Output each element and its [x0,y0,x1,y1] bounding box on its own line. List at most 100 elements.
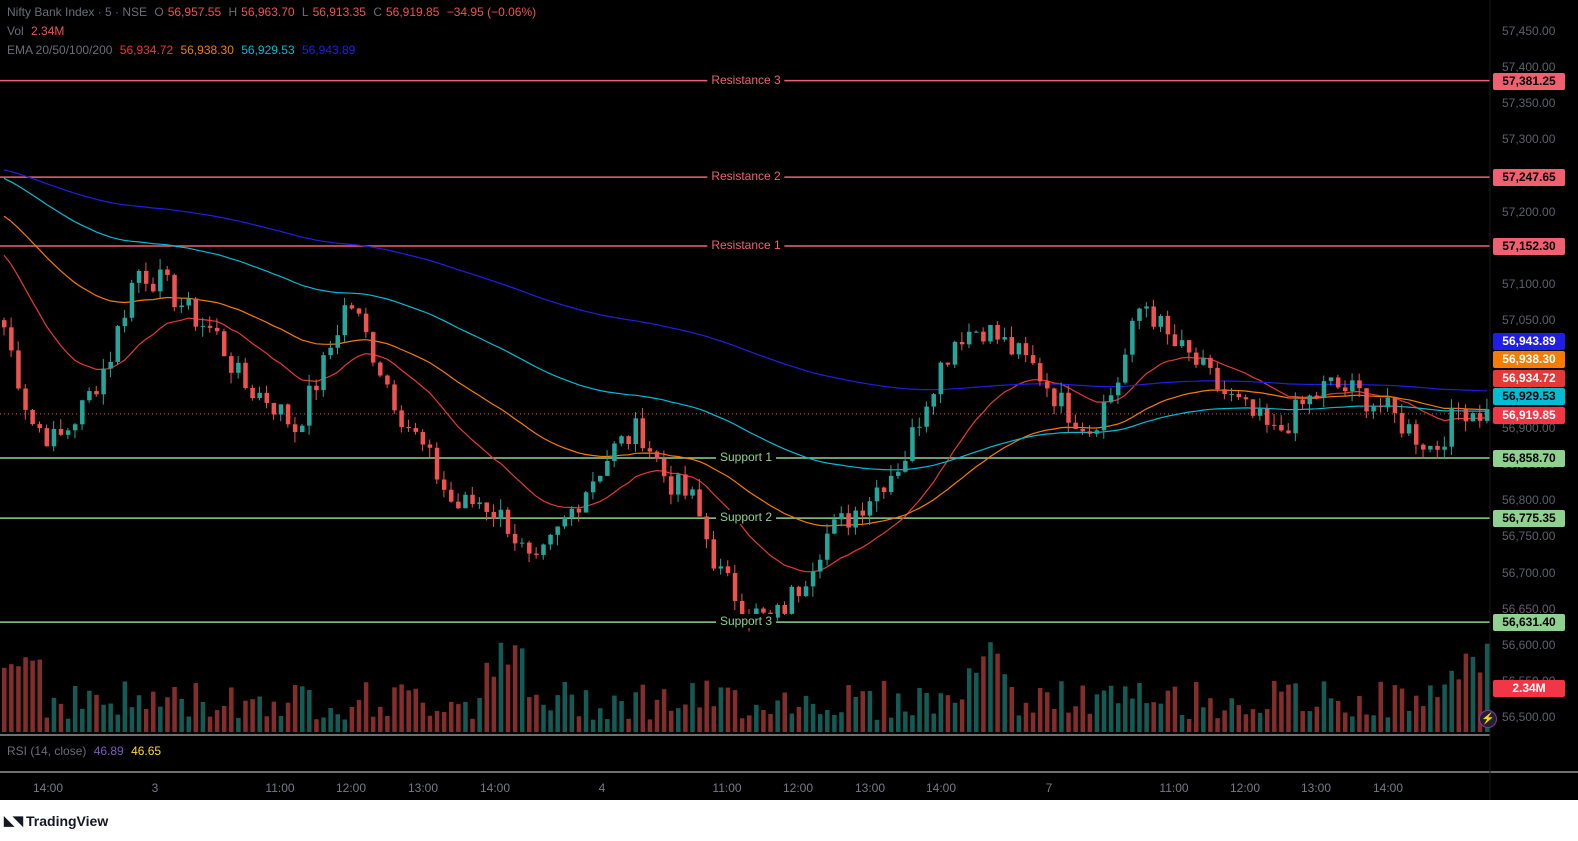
candle-body [1052,388,1057,407]
time-axis-label: 14:00 [32,781,64,795]
volume-bar [668,710,674,732]
candle-body [449,489,454,502]
rsi-legend[interactable]: RSI (14, close) 46.89 46.65 [7,744,165,758]
candle-body [924,406,929,427]
candle-body [1208,357,1213,368]
volume-bar [1073,706,1078,732]
volume-bar [115,714,121,732]
candle-body [1186,340,1192,353]
price-axis-label: 57,050.00 [1502,312,1556,327]
candle-body [37,424,42,429]
candle-body [207,325,213,328]
candle-body [179,305,184,308]
volume-bar [1108,685,1114,732]
candle-body [51,428,57,447]
candle-body [257,392,262,399]
volume-bar [810,703,816,732]
ema-legend[interactable]: EMA 20/50/100/200 56,934.72 56,938.30 56… [7,43,359,57]
candle-body [555,526,560,535]
volume-bar [1194,681,1199,732]
volume-bar [484,662,489,732]
level-price-tag: 56,631.40 [1493,614,1565,632]
level-label: Resistance 3 [707,72,785,87]
candle-body [477,502,482,505]
time-axis-label: 14:00 [1372,781,1404,795]
volume-bar [1257,712,1263,732]
volume-bar [1300,711,1305,732]
volume-bar [1030,712,1036,732]
volume-bar [1343,712,1348,732]
volume-bar [1115,703,1121,732]
volume-bar [441,711,447,732]
candle-body [172,274,177,308]
volume-bar [1208,698,1213,732]
time-axis-label: 14:00 [925,781,957,795]
candle-body [661,458,667,477]
candle-body [1335,377,1341,388]
candle-body [1030,355,1036,364]
volume-bar [1421,706,1426,732]
time-axis-label: 4 [598,781,606,795]
candle-body [1250,399,1256,416]
symbol-name[interactable]: Nifty Bank Index · 5 · NSE [7,5,148,19]
candle-body [1094,430,1100,434]
volume-bar [704,680,709,732]
level-price-tag: 57,152.30 [1493,237,1565,255]
candle-body [981,331,986,342]
volume-bar [30,660,35,732]
ema-price-tag: 56,919.85 [1493,407,1565,424]
candle-body [80,400,85,425]
candle-body [1449,407,1454,447]
ema100-value: 56,929.53 [241,43,295,57]
tradingview-logo[interactable]: ◣◥ TradingView [4,813,108,829]
candle-body [363,313,369,333]
candle-body [1279,425,1284,431]
volume-bar [207,716,213,732]
candle-body [1435,445,1440,450]
candle-body [583,492,589,513]
candle-body [30,409,35,425]
candle-body [839,513,844,520]
volume-bar [498,642,504,732]
candle-body [1002,337,1007,340]
candle-body [903,460,908,472]
time-axis-label: 3 [151,781,159,795]
volume-bar [931,713,936,732]
volume-bar [477,698,482,732]
volume-bar [888,717,894,732]
candle-body [1406,424,1412,434]
level-label: Support 1 [715,449,777,464]
level-label: Resistance 2 [707,169,785,184]
volume-bar [860,691,866,732]
level-price-tag: 56,775.35 [1493,510,1565,528]
volume-bar [221,705,227,732]
candle-body [654,451,660,459]
candle-body [810,571,816,587]
candle-body [16,350,21,389]
ema50-line [3,215,1487,527]
candle-body [775,605,780,618]
volume-bar [825,710,830,732]
candle-body [186,298,191,306]
candle-body [1307,395,1313,405]
volume-bar [1144,703,1149,732]
volume-bar [775,700,780,732]
candle-body [938,362,944,395]
lightning-icon[interactable]: ⚡ [1479,710,1497,728]
candle-body [1151,306,1156,327]
level-price-tag: 57,247.65 [1493,169,1565,187]
price-axis-label: 57,300.00 [1502,132,1556,147]
candle-body [1123,354,1128,383]
candle-body [697,489,702,517]
volume-legend[interactable]: Vol 2.34M [7,24,68,38]
candle-body [1045,381,1050,389]
candle-body [58,428,64,435]
candle-body [385,375,390,385]
volume-bar [725,687,731,732]
volume-bar [555,695,560,732]
volume-bar [1066,712,1071,732]
candle-body [1201,357,1206,365]
price-chart[interactable] [0,0,1578,800]
